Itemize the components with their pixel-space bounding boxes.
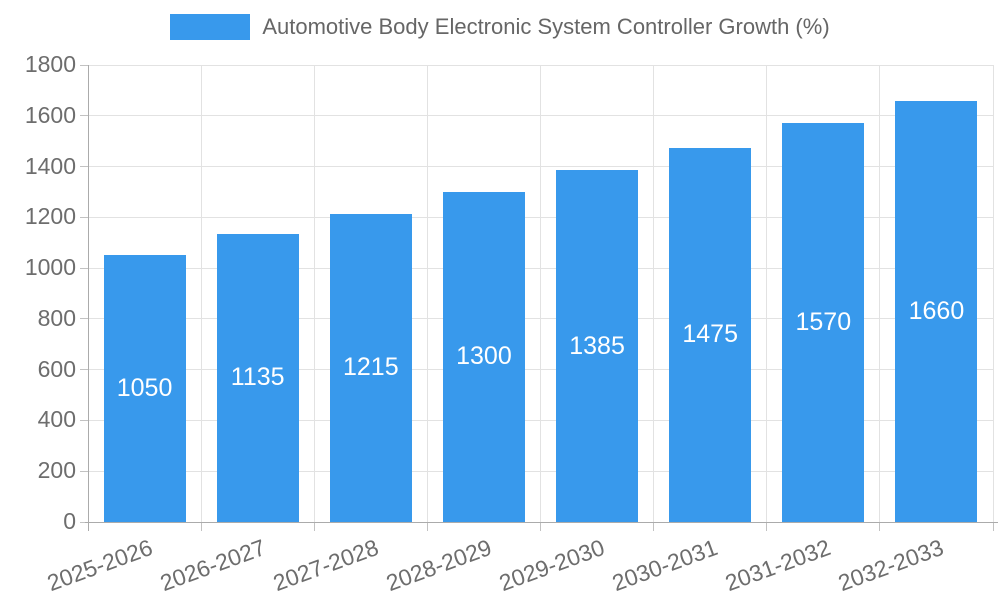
x-gridline [879,65,881,522]
x-tick-label: 2029-2030 [495,534,608,597]
bar: 1385 [556,170,639,522]
x-tick-label: 2027-2028 [269,534,382,597]
x-gridline [426,65,428,522]
y-tick-mark [80,419,88,421]
y-tick-label: 1000 [24,254,76,281]
x-gridline [313,65,315,522]
bar: 1475 [669,147,752,522]
x-gridline [540,65,541,522]
bar-value-label: 1050 [116,374,173,403]
y-tick-label: 1600 [24,101,76,128]
bar-value-label: 1215 [343,353,399,382]
y-tick-mark [80,318,88,320]
bar: 1660 [895,100,978,522]
x-gridline [653,65,655,522]
x-tick-mark [426,522,428,531]
y-tick-label: 600 [37,355,76,382]
x-tick-label: 2031-2032 [721,534,835,597]
y-tick-mark [80,166,88,168]
x-tick-mark [540,522,541,531]
x-tick-label: 2032-2033 [835,534,948,597]
legend: Automotive Body Electronic System Contro… [0,14,1000,40]
y-tick-mark [80,64,88,66]
y-tick-mark [80,470,88,472]
y-tick-label: 200 [37,457,76,484]
x-gridline [992,65,994,522]
legend-swatch [170,14,251,40]
y-tick-mark [80,267,88,269]
x-tick-label: 2025-2026 [43,534,156,597]
x-tick-mark [200,522,202,531]
plot-area: 1050 1135 1215 1300 1385 1475 1570 1660 [88,64,994,522]
legend-label: Automotive Body Electronic System Contro… [262,14,830,39]
y-tick-label: 800 [37,304,76,331]
x-tick-mark [313,522,315,531]
y-axis-line [87,65,89,531]
y-tick-mark [80,521,88,523]
bar: 1050 [103,255,186,522]
x-gridline [766,65,768,522]
y-tick-label: 1200 [24,203,76,230]
bar-value-label: 1570 [795,308,852,337]
bar-value-label: 1660 [908,296,965,325]
legend-item[interactable]: Automotive Body Electronic System Contro… [170,14,830,40]
x-tick-label: 2026-2027 [156,534,269,597]
x-tick-label: 2030-2031 [608,534,722,597]
y-tick-mark [80,115,88,117]
bar-value-label: 1300 [456,342,512,371]
x-tick-mark [879,522,881,531]
x-tick-mark [766,522,768,531]
x-tick-label: 2028-2029 [382,534,495,597]
bar-value-label: 1475 [682,320,738,349]
x-tick-mark [653,522,655,531]
y-tick-label: 1400 [24,152,76,179]
y-tick-label: 1800 [24,51,76,77]
bar-value-label: 1385 [569,331,625,360]
bar-value-label: 1135 [230,363,285,392]
y-tick-label: 0 [63,508,76,534]
x-tick-mark [992,522,994,531]
bar: 1570 [782,123,865,522]
y-tick-mark [80,369,88,371]
bar: 1300 [442,191,525,522]
y-tick-label: 400 [37,406,76,433]
bar: 1215 [329,213,412,522]
x-gridline [200,65,202,522]
bar: 1135 [216,233,299,522]
x-axis-line [85,521,998,523]
y-tick-mark [80,216,88,218]
